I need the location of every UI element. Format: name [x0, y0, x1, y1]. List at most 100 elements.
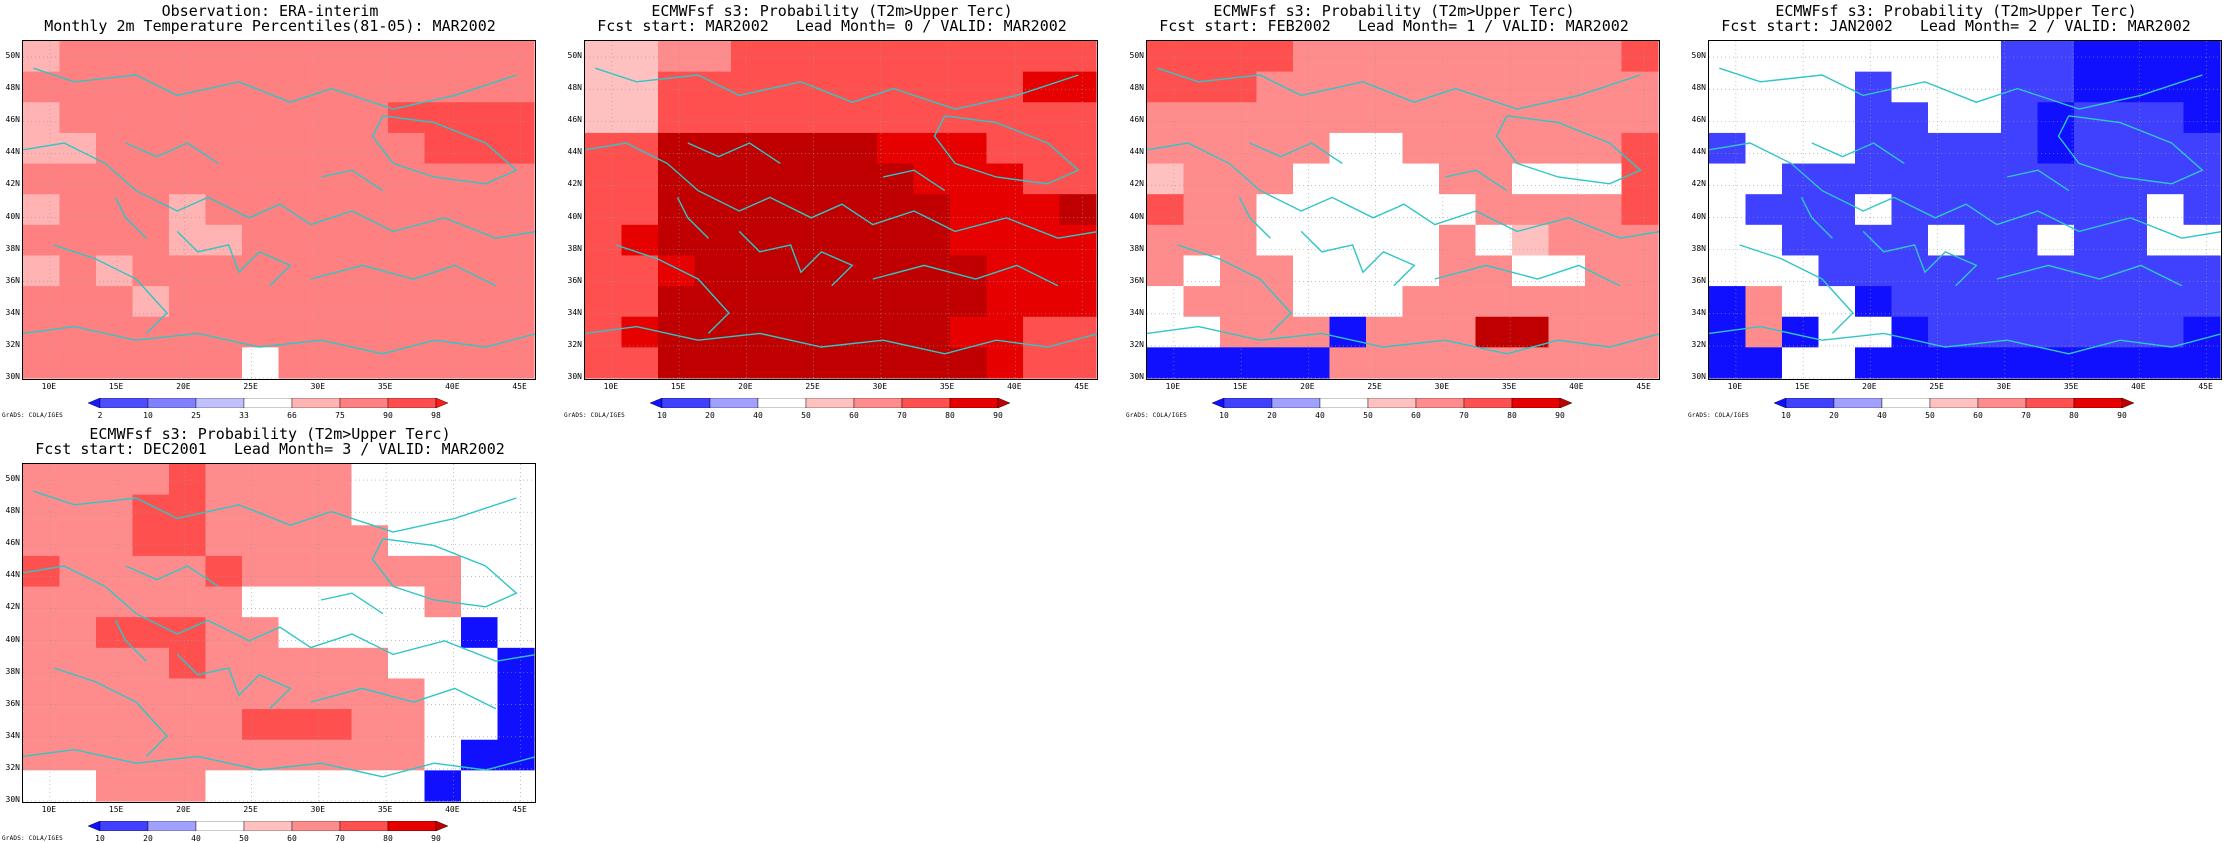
- colorbar-swatch: [1977, 398, 2027, 408]
- grid-cell: [96, 347, 134, 379]
- probability-cell-grid: [1147, 41, 1659, 379]
- grid-cell: [315, 255, 353, 287]
- grid-cell: [2074, 71, 2112, 103]
- grid-cell: [242, 770, 280, 802]
- grid-cell: [1329, 347, 1367, 379]
- grid-cell: [950, 71, 988, 103]
- colorbar-label: 90: [431, 834, 441, 843]
- grid-cell: [1293, 41, 1331, 73]
- lat-tick-label: 46N: [5, 115, 20, 125]
- grid-cell: [424, 525, 462, 557]
- lon-tick-label: 30E: [310, 382, 326, 391]
- grid-cell: [59, 255, 97, 287]
- grads-credit: GrADS: COLA/IGES: [564, 412, 625, 419]
- map-frame: [22, 40, 536, 380]
- grid-cell: [424, 617, 462, 649]
- grid-cell: [1147, 41, 1185, 73]
- grid-cell: [242, 647, 280, 680]
- lon-tick-label: 40E: [1569, 382, 1584, 391]
- grid-cell: [2183, 316, 2221, 348]
- colorbar-swatch: [853, 398, 903, 408]
- grid-cell: [1183, 224, 1221, 257]
- grid-cell: [621, 194, 659, 226]
- grid-cell: [242, 286, 280, 318]
- grid-cell: [1891, 102, 1929, 134]
- colorbar-swatch: [1415, 398, 1465, 408]
- grid-cell: [1256, 316, 1294, 348]
- lat-tick-label: 42N: [567, 179, 582, 189]
- colorbar-label: 90: [383, 411, 393, 420]
- panel-title: ECMWFsf s3: Probability (T2m>Upper Terc): [89, 425, 451, 443]
- grid-cell: [424, 555, 462, 588]
- grid-cell: [1256, 286, 1294, 318]
- grid-cell: [2110, 286, 2148, 318]
- grid-cell: [461, 739, 499, 771]
- colorbar-swatch: [1559, 398, 1572, 408]
- colorbar-swatch: [99, 398, 149, 408]
- lon-tick-label: 20E: [176, 382, 191, 391]
- grid-cell: [461, 464, 499, 496]
- lon-tick-label: 45E: [1074, 382, 1089, 391]
- grid-cell: [169, 286, 207, 318]
- grid-cell: [59, 464, 97, 496]
- grid-cell: [1059, 41, 1097, 73]
- panel-title: ECMWFsf s3: Probability (T2m>Upper Terc): [651, 2, 1013, 20]
- grid-cell: [1439, 194, 1477, 226]
- lon-tick-label: 30E: [310, 805, 326, 814]
- lon-tick-label: 40E: [1007, 382, 1022, 391]
- grid-cell: [804, 255, 842, 287]
- lat-tick-label: 46N: [5, 538, 20, 548]
- grid-cell: [877, 102, 915, 134]
- grid-cell: [1329, 224, 1367, 257]
- grid-cell: [1293, 316, 1331, 348]
- grid-cell: [621, 163, 659, 195]
- grid-cell: [2001, 41, 2039, 73]
- grid-cell: [804, 194, 842, 226]
- grid-cell: [913, 224, 951, 257]
- coastline: [114, 620, 147, 662]
- grid-cell: [1475, 71, 1513, 103]
- coastline: [738, 230, 854, 287]
- colorbar-label: 70: [2021, 411, 2031, 420]
- grid-cell: [315, 586, 353, 618]
- grid-cell: [1782, 132, 1820, 165]
- grid-cell: [497, 525, 535, 557]
- lat-tick-label: 40N: [5, 211, 20, 221]
- grid-cell: [804, 41, 842, 73]
- grid-cell: [461, 347, 499, 379]
- grid-cell: [694, 163, 732, 195]
- grid-cell: [424, 709, 462, 741]
- grid-cell: [1256, 347, 1294, 379]
- panel-subtitle: Fcst start: DEC2001 Lead Month= 3 / VALI…: [35, 440, 505, 458]
- panel-subtitle: Fcst start: JAN2002 Lead Month= 2 / VALI…: [1721, 17, 2191, 35]
- grads-credit: GrADS: COLA/IGES: [1126, 412, 1187, 419]
- coastline: [53, 667, 168, 757]
- grid-cell: [351, 464, 389, 496]
- grid-cell: [877, 132, 915, 165]
- grid-cell: [96, 678, 134, 710]
- grid-cell: [497, 41, 535, 73]
- grid-cell: [694, 194, 732, 226]
- lat-tick-label: 32N: [1129, 339, 1144, 349]
- grid-cell: [840, 132, 878, 165]
- grid-cell: [2110, 224, 2148, 257]
- colorbar-swatch: [195, 821, 245, 831]
- grid-cell: [1475, 41, 1513, 73]
- grid-cell: [59, 316, 97, 348]
- grid-cell: [424, 770, 462, 802]
- grid-cell: [59, 347, 97, 379]
- coastline: [1249, 142, 1343, 164]
- colorbar-label: 50: [1925, 411, 1935, 420]
- lat-tick-label: 48N: [5, 83, 20, 93]
- grid-cell: [1585, 347, 1623, 379]
- grid-cell: [1059, 286, 1097, 318]
- coastline: [933, 115, 1080, 185]
- grid-cell: [1402, 224, 1440, 257]
- grid-cell: [1512, 41, 1550, 73]
- grid-cell: [1818, 347, 1856, 379]
- lat-tick-label: 30N: [5, 795, 20, 804]
- panel-subtitle: Fcst start: FEB2002 Lead Month= 1 / VALI…: [1159, 17, 1629, 35]
- grid-cell: [1512, 132, 1550, 165]
- grid-cell: [2147, 224, 2185, 257]
- grid-cell: [1183, 71, 1221, 103]
